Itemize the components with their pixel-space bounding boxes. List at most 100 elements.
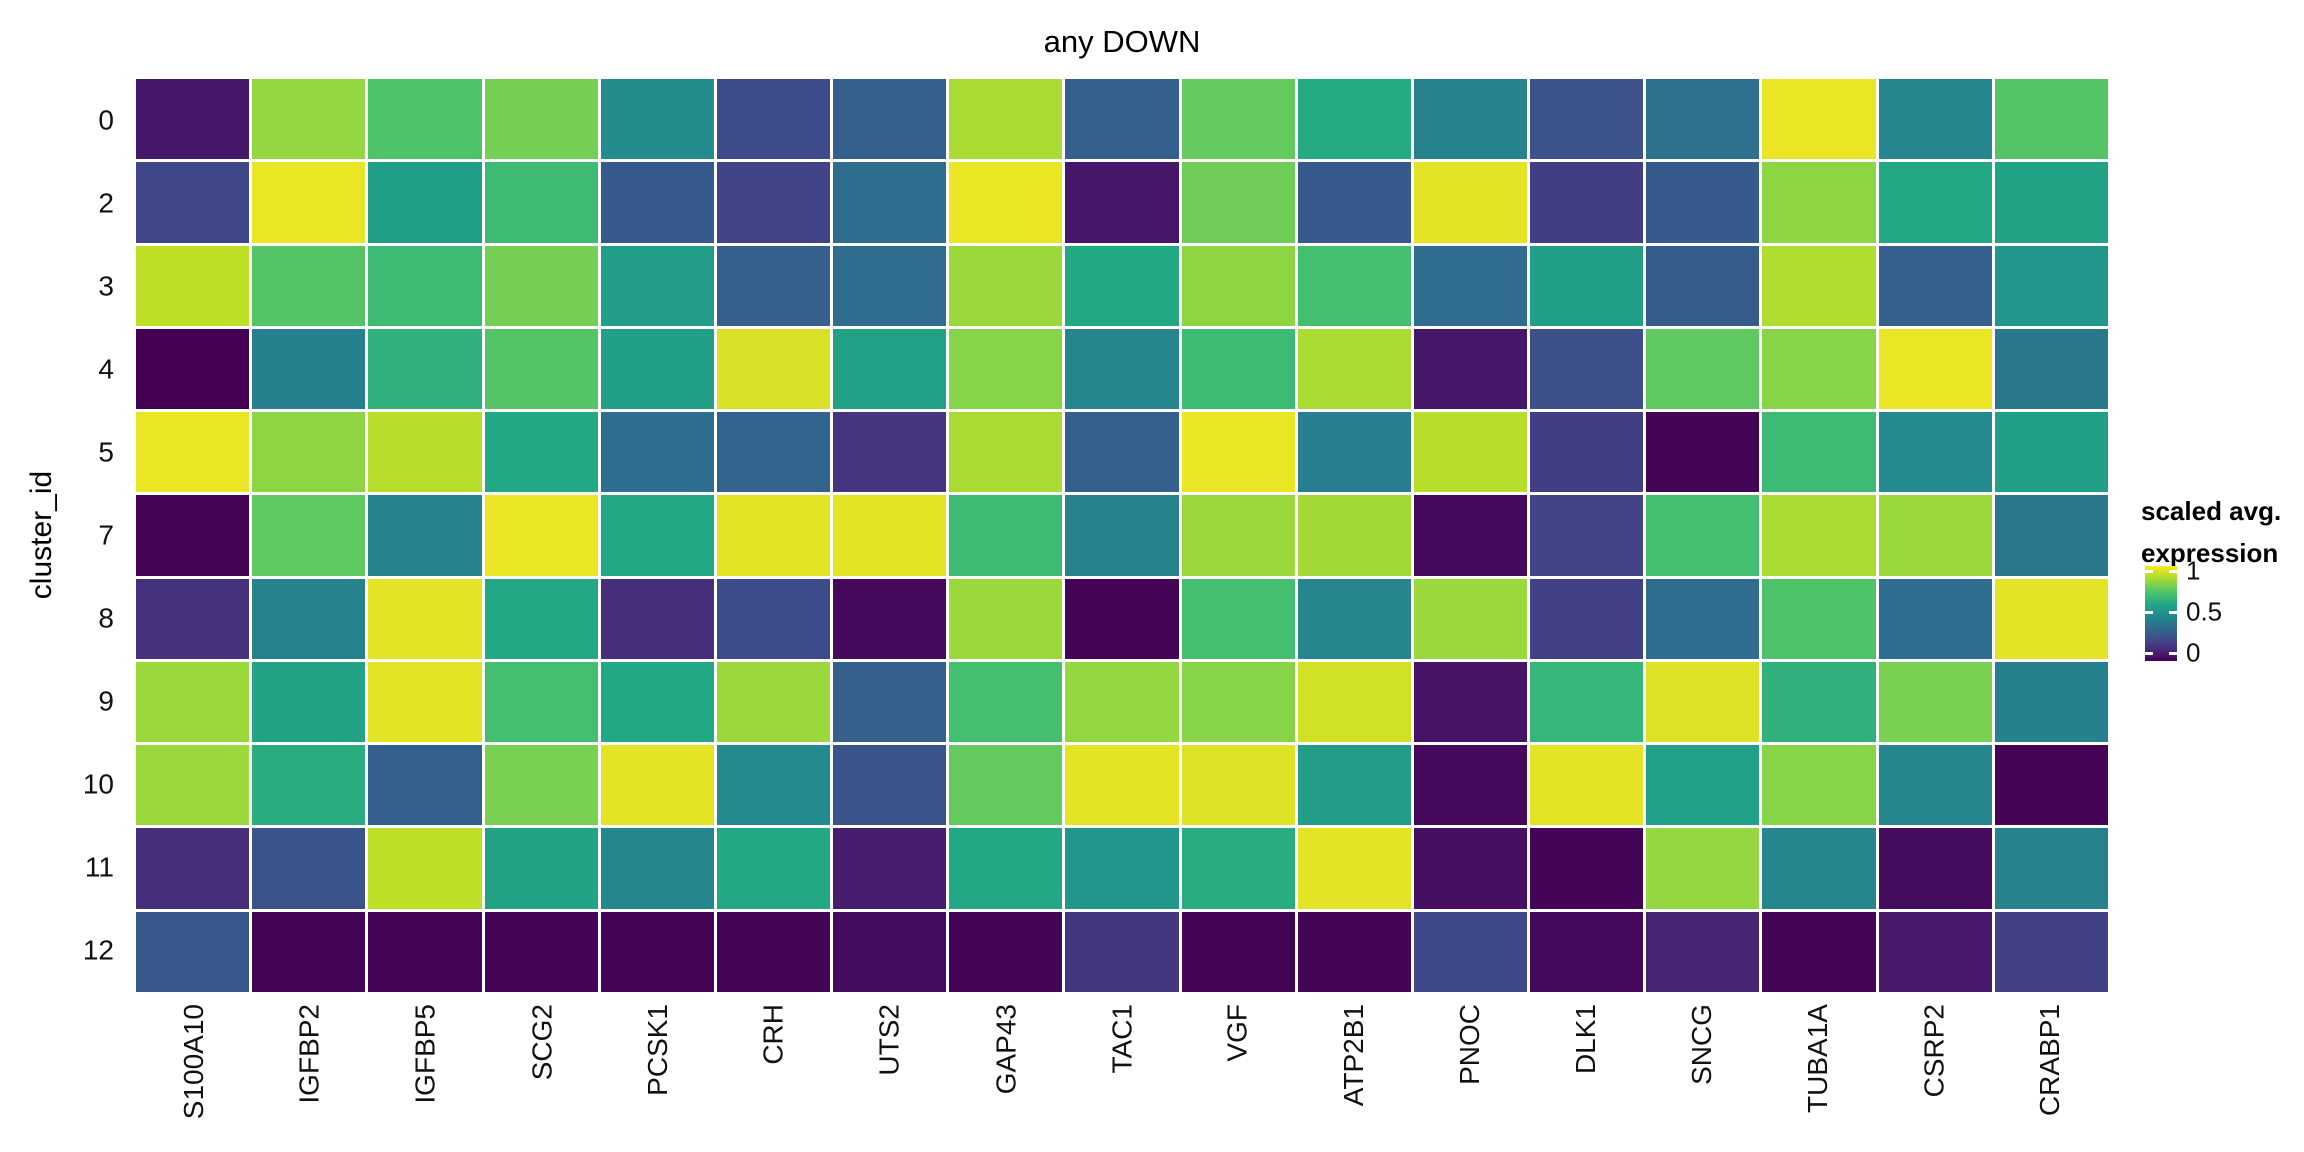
heatmap-cell-7-ATP2B1 xyxy=(1297,495,1411,576)
y-tick-label-8: 8 xyxy=(98,601,114,633)
heatmap-cell-0-PNOC xyxy=(1413,79,1528,160)
heatmap-cell-12-UTS2 xyxy=(833,911,947,992)
heatmap-cell-8-SNCG xyxy=(1646,578,1760,659)
heatmap-cell-7-SNCG xyxy=(1646,495,1760,576)
heatmap-cell-8-S100A10 xyxy=(136,578,250,659)
heatmap-cell-11-ATP2B1 xyxy=(1297,828,1411,909)
legend-tick-label-0: 0 xyxy=(2186,637,2201,668)
heatmap-cell-0-IGFBP2 xyxy=(252,79,366,160)
heatmap-cell-2-CRH xyxy=(716,162,831,243)
heatmap-cell-11-IGFBP5 xyxy=(368,828,482,909)
heatmap-cell-4-TUBA1A xyxy=(1762,328,1876,410)
heatmap-cell-10-ATP2B1 xyxy=(1297,745,1411,826)
heatmap-cell-0-TUBA1A xyxy=(1762,79,1876,160)
heatmap-cell-0-UTS2 xyxy=(833,79,947,160)
heatmap-cell-2-IGFBP2 xyxy=(252,162,366,243)
heatmap-cell-2-UTS2 xyxy=(833,162,947,243)
heatmap-cell-2-CSRP2 xyxy=(1878,162,1992,243)
x-tick-label-PNOC: PNOC xyxy=(1454,1004,1485,1085)
heatmap-cell-4-ATP2B1 xyxy=(1297,328,1411,410)
heatmap-cell-9-DLK1 xyxy=(1530,661,1644,743)
heatmap-cell-3-ATP2B1 xyxy=(1297,245,1411,326)
heatmap-cell-2-IGFBP5 xyxy=(368,162,482,243)
heatmap-cell-7-TAC1 xyxy=(1065,495,1179,576)
heatmap-cell-11-DLK1 xyxy=(1530,828,1644,909)
legend-tickmark-1-left xyxy=(2145,570,2153,573)
heatmap-cell-5-IGFBP2 xyxy=(252,412,366,493)
heatmap-cell-12-CRH xyxy=(716,911,831,992)
heatmap-cell-5-CRH xyxy=(716,412,831,493)
heatmap-cell-8-GAP43 xyxy=(949,578,1063,659)
heatmap-cell-5-SNCG xyxy=(1646,412,1760,493)
heatmap-cell-10-CRH xyxy=(716,745,831,826)
heatmap-cell-3-CSRP2 xyxy=(1878,245,1992,326)
heatmap-cell-9-TUBA1A xyxy=(1762,661,1876,743)
legend-title-line1: scaled avg. xyxy=(2141,496,2282,526)
heatmap-cell-4-CRH xyxy=(716,328,831,410)
heatmap-cell-4-DLK1 xyxy=(1530,328,1644,410)
legend-tickmark-0-left xyxy=(2145,652,2153,655)
heatmap-cell-7-CSRP2 xyxy=(1878,495,1992,576)
heatmap-cell-9-IGFBP5 xyxy=(368,661,482,743)
heatmap-cell-0-IGFBP5 xyxy=(368,79,482,160)
x-tick-label-SCG2: SCG2 xyxy=(526,1004,557,1081)
heatmap-cell-11-PNOC xyxy=(1413,828,1528,909)
heatmap-cell-9-IGFBP2 xyxy=(252,661,366,743)
heatmap-cell-8-CSRP2 xyxy=(1878,578,1992,659)
heatmap-cell-3-TUBA1A xyxy=(1762,245,1876,326)
heatmap-cell-11-CRABP1 xyxy=(1994,828,2108,909)
heatmap-cell-7-TUBA1A xyxy=(1762,495,1876,576)
heatmap-cell-5-CSRP2 xyxy=(1878,412,1992,493)
heatmap-cell-0-PCSK1 xyxy=(600,79,714,160)
heatmap-cell-2-TUBA1A xyxy=(1762,162,1876,243)
heatmap-cell-8-UTS2 xyxy=(833,578,947,659)
heatmap-cell-9-GAP43 xyxy=(949,661,1063,743)
heatmap-cell-4-SNCG xyxy=(1646,328,1760,410)
heatmap-cell-12-TUBA1A xyxy=(1762,911,1876,992)
heatmap-cell-10-GAP43 xyxy=(949,745,1063,826)
heatmap-cell-5-VGF xyxy=(1181,412,1295,493)
x-tick-label-VGF: VGF xyxy=(1222,1004,1253,1062)
y-tick-label-5: 5 xyxy=(98,435,114,467)
heatmap-cell-3-PCSK1 xyxy=(600,245,714,326)
legend-tickmark-1-right xyxy=(2169,570,2177,573)
heatmap-cell-9-CRH xyxy=(716,661,831,743)
heatmap-cell-10-S100A10 xyxy=(136,745,250,826)
legend-tick-label-0.5: 0.5 xyxy=(2186,596,2223,627)
heatmap-cell-9-CRABP1 xyxy=(1994,661,2108,743)
heatmap-cell-4-S100A10 xyxy=(136,328,250,410)
y-tick-label-12: 12 xyxy=(82,933,114,965)
heatmap-cell-7-SCG2 xyxy=(484,495,598,576)
heatmap-cell-9-ATP2B1 xyxy=(1297,661,1411,743)
heatmap-cell-12-DLK1 xyxy=(1530,911,1644,992)
y-tick-label-3: 3 xyxy=(98,269,114,301)
heatmap-cell-11-UTS2 xyxy=(833,828,947,909)
heatmap-cell-5-IGFBP5 xyxy=(368,412,482,493)
heatmap-cell-4-PNOC xyxy=(1413,328,1528,410)
heatmap-cell-12-CSRP2 xyxy=(1878,911,1992,992)
heatmap-cell-4-PCSK1 xyxy=(600,328,714,410)
heatmap-cell-11-PCSK1 xyxy=(600,828,714,909)
heatmap-cell-2-CRABP1 xyxy=(1994,162,2108,243)
heatmap-cell-10-CRABP1 xyxy=(1994,745,2108,826)
heatmap-cell-11-CRH xyxy=(716,828,831,909)
heatmap-cell-12-PNOC xyxy=(1413,911,1528,992)
heatmap-cell-12-IGFBP2 xyxy=(252,911,366,992)
heatmap-cell-10-PNOC xyxy=(1413,745,1528,826)
heatmap-cell-5-PNOC xyxy=(1413,412,1528,493)
heatmap-cell-9-CSRP2 xyxy=(1878,661,1992,743)
y-tick-label-10: 10 xyxy=(82,767,114,799)
heatmap-cell-9-PCSK1 xyxy=(600,661,714,743)
heatmap-cell-5-S100A10 xyxy=(136,412,250,493)
heatmap-cell-3-PNOC xyxy=(1413,245,1528,326)
heatmap-cell-3-SNCG xyxy=(1646,245,1760,326)
heatmap-cell-8-PCSK1 xyxy=(600,578,714,659)
heatmap-cell-4-CRABP1 xyxy=(1994,328,2108,410)
heatmap-cell-12-GAP43 xyxy=(949,911,1063,992)
heatmap-cell-0-VGF xyxy=(1181,79,1295,160)
heatmap-cell-10-IGFBP5 xyxy=(368,745,482,826)
heatmap-cell-3-VGF xyxy=(1181,245,1295,326)
heatmap-cell-10-PCSK1 xyxy=(600,745,714,826)
heatmap-cell-2-GAP43 xyxy=(949,162,1063,243)
